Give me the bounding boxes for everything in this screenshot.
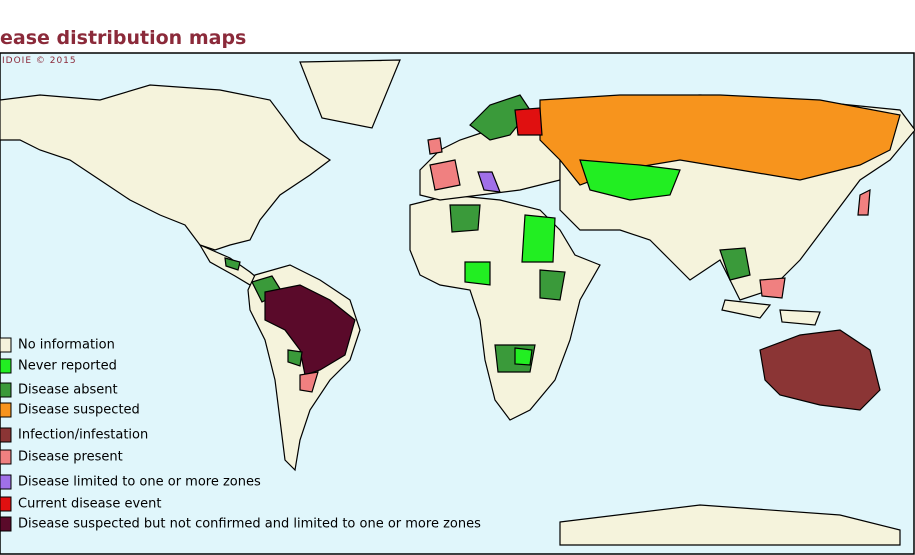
legend-swatch — [0, 337, 12, 353]
legend-swatch — [0, 449, 12, 465]
legend-swatch — [0, 358, 12, 374]
country — [287, 349, 303, 367]
country — [539, 269, 566, 301]
kazakhstan — [579, 159, 681, 201]
country — [514, 107, 543, 136]
island — [759, 277, 786, 299]
country — [514, 347, 533, 366]
country — [429, 159, 461, 191]
japan — [857, 188, 871, 216]
country — [299, 371, 319, 393]
legend-label: Disease limited to one or more zones — [18, 475, 261, 490]
copyright: IDOIE © 2015 — [2, 56, 77, 66]
legend-swatch — [0, 516, 12, 532]
country — [521, 214, 556, 263]
country — [477, 171, 501, 193]
island — [721, 299, 772, 319]
antarctica — [559, 504, 901, 546]
world-map — [0, 59, 915, 546]
brazil — [264, 284, 356, 376]
country — [464, 261, 491, 286]
legend-swatch — [0, 382, 12, 398]
legend-label: Current disease event — [18, 497, 162, 512]
russia — [539, 94, 901, 186]
greenland — [299, 59, 401, 129]
legend-label: No information — [18, 338, 115, 353]
legend-label: Never reported — [18, 359, 117, 374]
legend-label: Disease present — [18, 450, 123, 465]
page-title: ease distribution maps — [0, 27, 246, 49]
country — [719, 247, 751, 281]
north-america — [0, 84, 332, 251]
legend-swatch — [0, 427, 12, 443]
island — [779, 309, 821, 326]
country — [449, 204, 481, 233]
legend-label: Disease suspected but not confirmed and … — [18, 517, 481, 532]
legend-label: Infection/infestation — [18, 428, 148, 443]
australia — [759, 329, 881, 411]
legend-label: Disease absent — [18, 383, 118, 398]
legend-label: Disease suspected — [18, 403, 140, 418]
legend: No information Never reported Disease abse… — [0, 337, 481, 532]
legend-swatch — [0, 474, 12, 490]
legend-swatch — [0, 496, 12, 512]
country — [427, 137, 443, 155]
legend-swatch — [0, 402, 12, 418]
country — [224, 257, 241, 271]
